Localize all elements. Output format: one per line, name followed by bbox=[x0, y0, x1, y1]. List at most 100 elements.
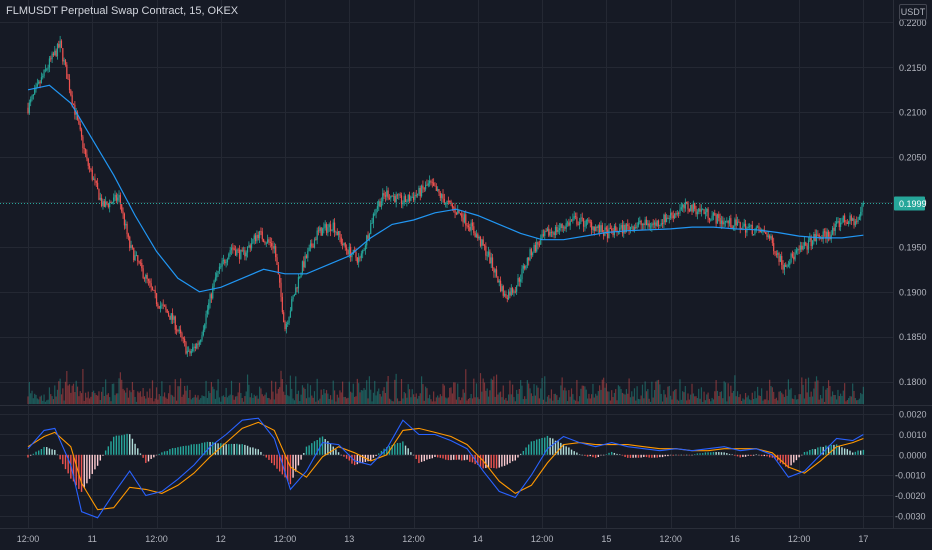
volume-bar bbox=[446, 398, 448, 404]
volume-bar bbox=[586, 398, 589, 404]
volume-bar bbox=[821, 398, 823, 404]
volume-bar bbox=[295, 376, 297, 404]
macd-histogram-bar bbox=[728, 453, 731, 455]
candle-body bbox=[481, 239, 483, 246]
volume-bar bbox=[688, 399, 690, 404]
volume-bar bbox=[404, 393, 407, 404]
macd-histogram-bar bbox=[562, 444, 565, 455]
candle-body bbox=[479, 236, 482, 246]
macd-histogram-bar bbox=[629, 454, 632, 458]
candle-body bbox=[295, 287, 297, 295]
macd-histogram-bar bbox=[72, 454, 75, 482]
candle-body bbox=[99, 197, 101, 200]
volume-bar bbox=[530, 393, 532, 404]
candle-body bbox=[105, 201, 107, 207]
macd-histogram-bar bbox=[102, 454, 104, 456]
macd-histogram-bar bbox=[214, 442, 217, 455]
volume-bar bbox=[490, 378, 492, 404]
macd-histogram-bar bbox=[696, 453, 699, 455]
candle-body bbox=[660, 223, 662, 225]
candle-body bbox=[94, 178, 96, 181]
candle-body bbox=[635, 226, 637, 228]
candle-body bbox=[431, 182, 433, 184]
candle-body bbox=[631, 226, 633, 228]
candle-body bbox=[111, 202, 113, 203]
macd-histogram-bar bbox=[412, 454, 415, 456]
candle-body bbox=[210, 294, 213, 299]
volume-bar bbox=[291, 388, 293, 404]
volume-bar bbox=[726, 401, 728, 404]
candle-body bbox=[44, 69, 47, 71]
volume-bar bbox=[163, 392, 166, 404]
volume-bar bbox=[435, 397, 437, 404]
volume-bar bbox=[303, 387, 305, 404]
macd-histogram-bar bbox=[734, 454, 736, 456]
macd-histogram-bar bbox=[455, 454, 458, 460]
macd-histogram-bar bbox=[710, 452, 712, 455]
macd-histogram-bar bbox=[230, 443, 233, 455]
candle-body bbox=[840, 222, 842, 227]
macd-histogram-bar bbox=[495, 454, 498, 469]
macd-histogram-bar bbox=[59, 454, 61, 460]
macd-histogram-bar bbox=[624, 454, 626, 457]
candle-body bbox=[702, 209, 704, 211]
volume-bar bbox=[827, 380, 830, 404]
macd-histogram-bar bbox=[96, 454, 99, 466]
candle-body bbox=[707, 208, 709, 219]
volume-bar bbox=[825, 389, 827, 404]
volume-bar bbox=[333, 390, 336, 404]
macd-histogram-bar bbox=[225, 444, 227, 455]
candle-body bbox=[335, 231, 337, 233]
volume-bar bbox=[186, 385, 188, 404]
candle-body bbox=[471, 222, 474, 227]
candle-body bbox=[715, 214, 717, 224]
volume-bar bbox=[778, 391, 780, 404]
volume-bar bbox=[777, 400, 779, 404]
volume-bar bbox=[153, 401, 155, 404]
candle-body bbox=[552, 232, 554, 234]
macd-histogram-bar bbox=[610, 451, 613, 455]
volume-bar bbox=[755, 398, 757, 404]
volume-bar bbox=[358, 383, 360, 404]
candle-body bbox=[597, 225, 599, 228]
volume-bar bbox=[323, 388, 325, 404]
currency-button[interactable]: USDT bbox=[899, 4, 927, 20]
macd-histogram-bar bbox=[150, 454, 152, 459]
volume-bar bbox=[763, 399, 765, 404]
volume-bar bbox=[643, 398, 645, 404]
price-tick-label: 0.2050 bbox=[899, 153, 927, 163]
candle-body bbox=[277, 265, 279, 275]
volume-bar bbox=[473, 378, 475, 404]
macd-histogram-bar bbox=[586, 454, 589, 457]
volume-bar bbox=[342, 381, 344, 404]
price-tick-label: 0.2200 bbox=[899, 18, 927, 28]
time-tick-label: 16 bbox=[730, 534, 740, 544]
volume-bar bbox=[691, 383, 693, 404]
candle-body bbox=[449, 201, 451, 202]
candle-body bbox=[131, 245, 134, 249]
candle-body bbox=[758, 226, 760, 231]
volume-bar bbox=[143, 396, 146, 404]
macd-histogram-bar bbox=[718, 452, 720, 455]
candle-body bbox=[351, 254, 353, 258]
candle-body bbox=[525, 265, 527, 269]
candle-body bbox=[188, 350, 190, 352]
candle-body bbox=[143, 277, 146, 279]
candle-body bbox=[710, 219, 712, 221]
volume-bar bbox=[284, 394, 286, 404]
candle-body bbox=[319, 227, 321, 231]
candle-body bbox=[644, 219, 646, 225]
candle-body bbox=[783, 264, 785, 270]
macd-histogram-bar bbox=[691, 454, 693, 456]
candle-body bbox=[771, 236, 773, 244]
candle-body bbox=[753, 234, 755, 235]
candle-body bbox=[564, 227, 566, 229]
candle-body bbox=[549, 232, 551, 236]
volume-bar bbox=[795, 399, 798, 404]
candle-body bbox=[382, 193, 384, 202]
volume-bar bbox=[27, 396, 29, 404]
candle-body bbox=[809, 237, 811, 241]
volume-bar bbox=[748, 399, 751, 404]
candle-body bbox=[150, 283, 152, 288]
